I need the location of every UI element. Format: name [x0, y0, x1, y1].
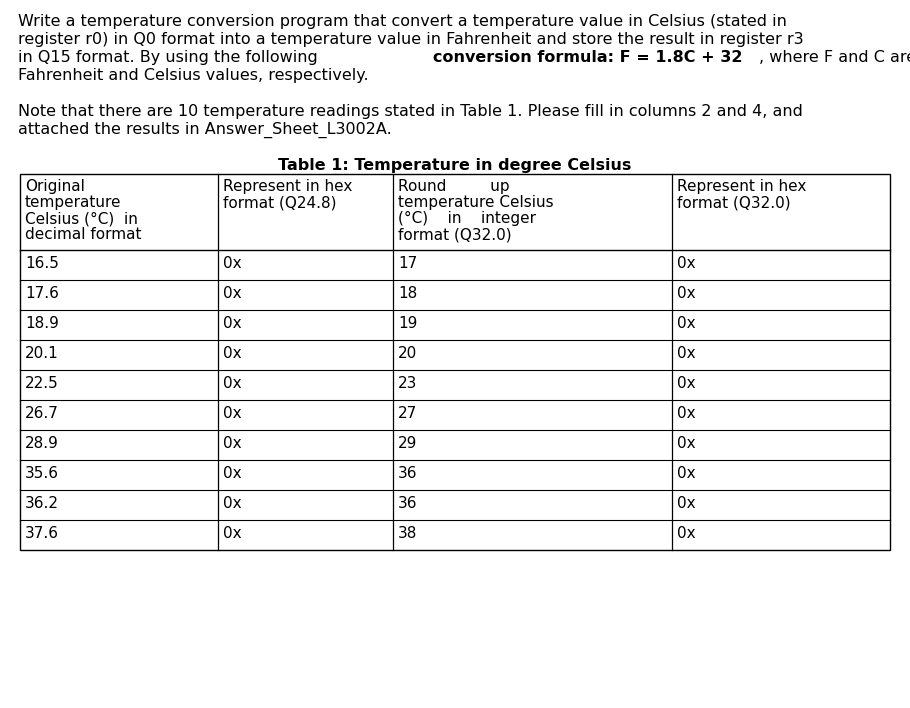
Text: 19: 19 [398, 316, 418, 331]
Text: 0x: 0x [677, 437, 695, 452]
Text: 26.7: 26.7 [25, 406, 59, 421]
Text: decimal format: decimal format [25, 227, 141, 242]
Text: 0x: 0x [677, 527, 695, 542]
Text: 0x: 0x [677, 496, 695, 511]
Text: 0x: 0x [677, 377, 695, 392]
Text: 16.5: 16.5 [25, 256, 59, 271]
Text: format (Q32.0): format (Q32.0) [398, 227, 511, 242]
Bar [20, 174, 890, 550]
Text: 0x: 0x [677, 346, 695, 362]
Text: Original: Original [25, 179, 85, 194]
Text: 20: 20 [398, 346, 418, 362]
Text: register r0) in Q0 format into a temperature value in Fahrenheit and store the r: register r0) in Q0 format into a tempera… [18, 32, 804, 47]
Text: 0x: 0x [223, 316, 242, 331]
Text: format (Q24.8): format (Q24.8) [223, 195, 337, 210]
Text: 38: 38 [398, 527, 418, 542]
Text: 18: 18 [398, 287, 418, 302]
Text: Write a temperature conversion program that convert a temperature value in Celsi: Write a temperature conversion program t… [18, 14, 787, 29]
Text: Note that there are 10 temperature readings stated in Table 1. Please fill in co: Note that there are 10 temperature readi… [18, 104, 804, 119]
Text: 0x: 0x [677, 467, 695, 481]
Text: 36: 36 [398, 496, 418, 511]
Text: 27: 27 [398, 406, 418, 421]
Text: 0x: 0x [223, 467, 242, 481]
Text: 20.1: 20.1 [25, 346, 59, 362]
Text: 23: 23 [398, 377, 418, 392]
Text: format (Q32.0): format (Q32.0) [677, 195, 791, 210]
Text: 0x: 0x [677, 316, 695, 331]
Text: Represent in hex: Represent in hex [223, 179, 352, 194]
Text: (°C)    in    integer: (°C) in integer [398, 211, 536, 226]
Text: 17.6: 17.6 [25, 287, 59, 302]
Text: Table 1: Temperature in degree Celsius: Table 1: Temperature in degree Celsius [278, 158, 632, 173]
Text: 0x: 0x [223, 287, 242, 302]
Text: 36.2: 36.2 [25, 496, 59, 511]
Text: Fahrenheit and Celsius values, respectively.: Fahrenheit and Celsius values, respectiv… [18, 68, 369, 83]
Text: 0x: 0x [223, 346, 242, 362]
Text: 29: 29 [398, 437, 418, 452]
Text: 0x: 0x [677, 256, 695, 271]
Text: 18.9: 18.9 [25, 316, 59, 331]
Text: in Q15 format. By using the following: in Q15 format. By using the following [18, 50, 323, 65]
Text: 28.9: 28.9 [25, 437, 59, 452]
Text: Celsius (°C)  in: Celsius (°C) in [25, 211, 138, 226]
Text: conversion formula: F = 1.8C + 32: conversion formula: F = 1.8C + 32 [433, 50, 743, 65]
Text: 0x: 0x [223, 437, 242, 452]
Text: Represent in hex: Represent in hex [677, 179, 806, 194]
Text: 0x: 0x [223, 406, 242, 421]
Text: 22.5: 22.5 [25, 377, 59, 392]
Text: 0x: 0x [223, 527, 242, 542]
Text: 0x: 0x [677, 406, 695, 421]
Text: temperature: temperature [25, 195, 122, 210]
Text: attached the results in Answer_Sheet_L3002A.: attached the results in Answer_Sheet_L30… [18, 122, 392, 138]
Text: 37.6: 37.6 [25, 527, 59, 542]
Text: 0x: 0x [677, 287, 695, 302]
Text: 17: 17 [398, 256, 418, 271]
Text: 0x: 0x [223, 496, 242, 511]
Text: , where F and C are: , where F and C are [759, 50, 910, 65]
Text: 0x: 0x [223, 377, 242, 392]
Text: 0x: 0x [223, 256, 242, 271]
Text: Round         up: Round up [398, 179, 510, 194]
Text: 36: 36 [398, 467, 418, 481]
Text: 35.6: 35.6 [25, 467, 59, 481]
Text: temperature Celsius: temperature Celsius [398, 195, 553, 210]
